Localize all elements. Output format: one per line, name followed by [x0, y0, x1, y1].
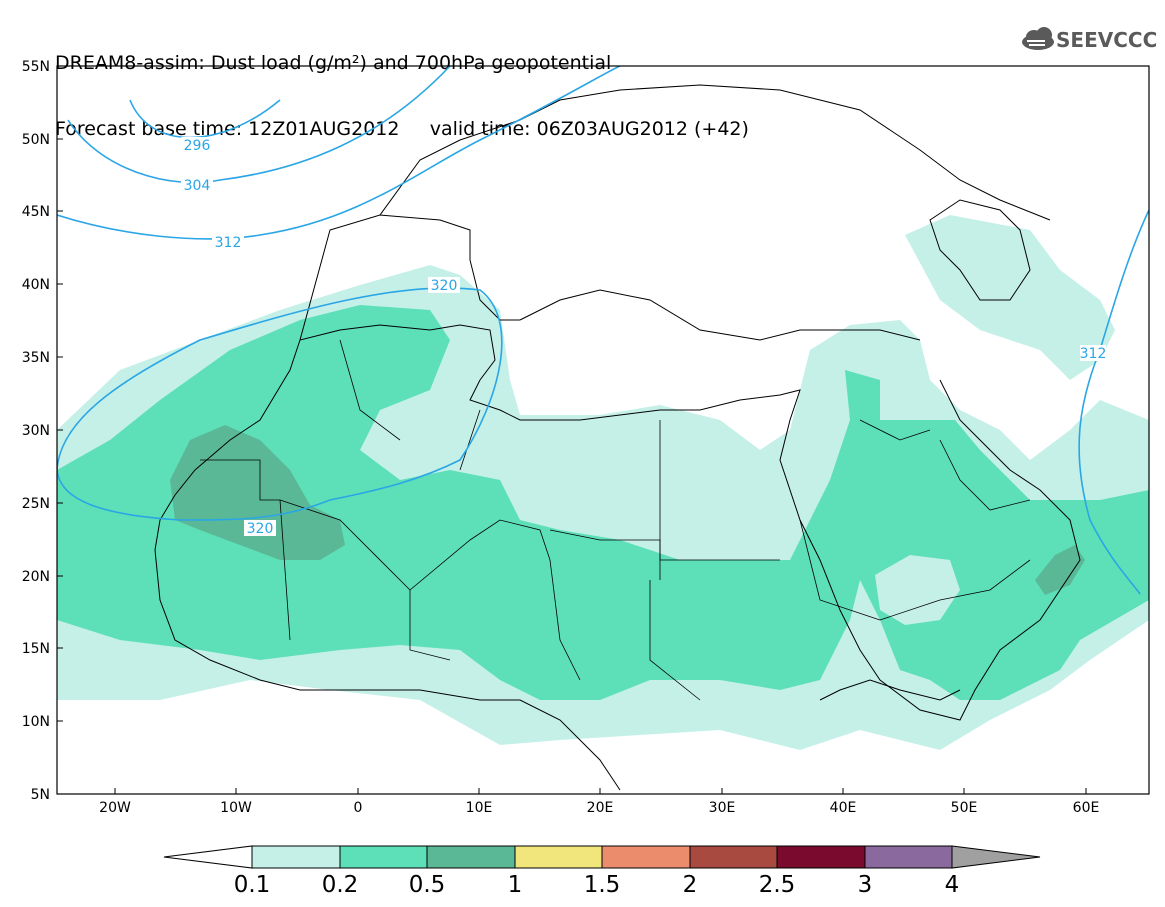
- lat-label-30n: 30N: [22, 423, 50, 439]
- lat-label-5n: 5N: [31, 787, 50, 803]
- lat-label-10n: 10N: [22, 714, 50, 730]
- colorbar-label-4: 4: [944, 872, 960, 898]
- lon-label-20e: 20E: [587, 800, 614, 816]
- country-borders: [200, 339, 1031, 701]
- dust-shade-0.5-west: [170, 425, 345, 560]
- colorbar-swatch-2: [426, 845, 516, 869]
- colorbar-label-0.5: 0.5: [408, 872, 446, 898]
- lon-label-0: 0: [354, 800, 363, 816]
- colorbar-label-1.5: 1.5: [583, 872, 621, 898]
- lat-label-50n: 50N: [22, 132, 50, 148]
- colorbar-arrow-low: [163, 845, 253, 869]
- valid-time-label: valid time: 06Z03AUG2012 (+42): [429, 118, 749, 140]
- colorbar-swatch-7: [864, 845, 953, 869]
- contour-label-312-east: 312: [1080, 346, 1107, 362]
- lon-label-60e: 60E: [1073, 800, 1100, 816]
- contour-label-320-north: 320: [431, 278, 458, 294]
- lat-label-15n: 15N: [22, 641, 50, 657]
- lat-label-35n: 35N: [22, 350, 50, 366]
- map-area: [57, 66, 1149, 791]
- lon-label-20w: 20W: [99, 800, 131, 816]
- contour-label-312: 312: [215, 235, 242, 251]
- map-title: DREAM8-assim: Dust load (g/m²) and 700hP…: [55, 8, 749, 162]
- title-line-1: DREAM8-assim: Dust load (g/m²) and 700hP…: [55, 52, 612, 74]
- contour-label-group: 296 304 312 320 320 312: [181, 137, 1106, 537]
- colorbar-swatch-6: [776, 845, 866, 869]
- colorbar-label-3: 3: [857, 872, 873, 898]
- colorbar: [163, 845, 1041, 869]
- colorbar-swatch-4: [601, 845, 691, 869]
- contour-label-320-south: 320: [247, 521, 274, 537]
- colorbar-label-2: 2: [682, 872, 698, 898]
- colorbar-labels: 0.1 0.2 0.5 1 1.5 2 2.5 3 4: [0, 872, 1165, 902]
- lon-axis: 20W 10W 0 10E 20E 30E 40E 50E 60E: [99, 788, 1099, 816]
- contour-label-304: 304: [184, 178, 211, 194]
- colorbar-label-0.2: 0.2: [321, 872, 359, 898]
- lon-label-10e: 10E: [466, 800, 493, 816]
- coastlines: [154, 84, 1081, 791]
- lat-label-20n: 20N: [22, 569, 50, 585]
- dust-shade-0.5-oman: [1035, 545, 1085, 595]
- lon-label-50e: 50E: [951, 800, 978, 816]
- contour-label-296: 296: [184, 138, 211, 154]
- dust-hole-arabia: [875, 555, 960, 625]
- colorbar-label-2.5: 2.5: [758, 872, 796, 898]
- lat-label-55n: 55N: [22, 59, 50, 75]
- dust-shade-0.1-east: [905, 215, 1115, 380]
- lon-label-40e: 40E: [830, 800, 857, 816]
- lon-label-30e: 30E: [709, 800, 736, 816]
- colorbar-swatch-5: [689, 845, 778, 869]
- lat-axis: 55N 50N 45N 40N 35N 30N 25N 20N 15N 10N …: [22, 59, 63, 803]
- colorbar-swatch-3: [514, 845, 603, 869]
- dust-shade-0.2: [57, 305, 1149, 700]
- lat-label-25n: 25N: [22, 496, 50, 512]
- colorbar-swatch-0: [251, 845, 341, 869]
- colorbar-arrow-high: [951, 845, 1041, 869]
- colorbar-label-0.1: 0.1: [233, 872, 271, 898]
- colorbar-label-1: 1: [507, 872, 523, 898]
- lon-label-10w: 10W: [220, 800, 252, 816]
- colorbar-swatch-1: [339, 845, 428, 869]
- lat-label-45n: 45N: [22, 204, 50, 220]
- lat-label-40n: 40N: [22, 277, 50, 293]
- cloud-logo-icon: [1022, 27, 1054, 50]
- logo-text: SEEVCCC: [1056, 28, 1158, 52]
- geopotential-contours: [57, 66, 1149, 595]
